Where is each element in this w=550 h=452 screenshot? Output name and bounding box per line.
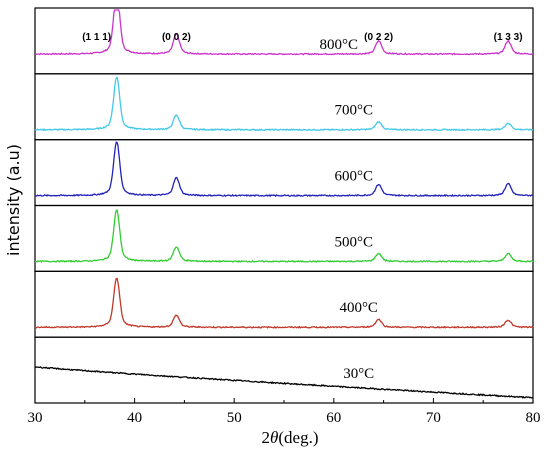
series-line [34,209,534,264]
series-label: 800°C [320,37,359,53]
series-line [34,141,534,198]
peak-label: (1 3 3) [494,32,523,43]
panel-5: 30°C [34,336,534,404]
panel-4: 400°C [34,270,534,338]
series-label: 400°C [339,300,378,316]
chart-panels: 800°C 700°C 600°C 500°C 400°C 30°C (1 1 1) (0 0… [34,7,534,404]
panel-1: 700°C [34,73,534,141]
panel-3: 500°C [34,204,534,272]
peak-label: (0 2 2) [364,32,393,43]
peak-label: (1 1 1) [82,32,111,43]
panel-frame [34,336,534,404]
series-line [34,277,534,329]
peak-label: (0 0 2) [162,32,191,43]
x-tick-label: 30 [28,410,43,426]
x-tick-label: 80 [526,410,541,426]
x-tick-label: 70 [426,410,441,426]
x-axis-label: 2θ(deg.) [262,428,319,447]
series-label: 700°C [334,103,373,119]
series-line [34,9,534,56]
y-axis-label: intensity (a.u) [4,144,23,256]
x-axis: 30 40 50 60 70 80 [28,398,541,426]
series-label: 500°C [334,234,373,250]
series-label: 600°C [334,168,373,184]
x-tick-label: 40 [127,410,142,426]
panel-2: 600°C [34,139,534,207]
x-tick-label: 50 [227,410,242,426]
series-line [34,366,534,399]
x-tick-label: 60 [326,410,341,426]
series-label: 30°C [343,366,374,382]
series-line [34,76,534,132]
